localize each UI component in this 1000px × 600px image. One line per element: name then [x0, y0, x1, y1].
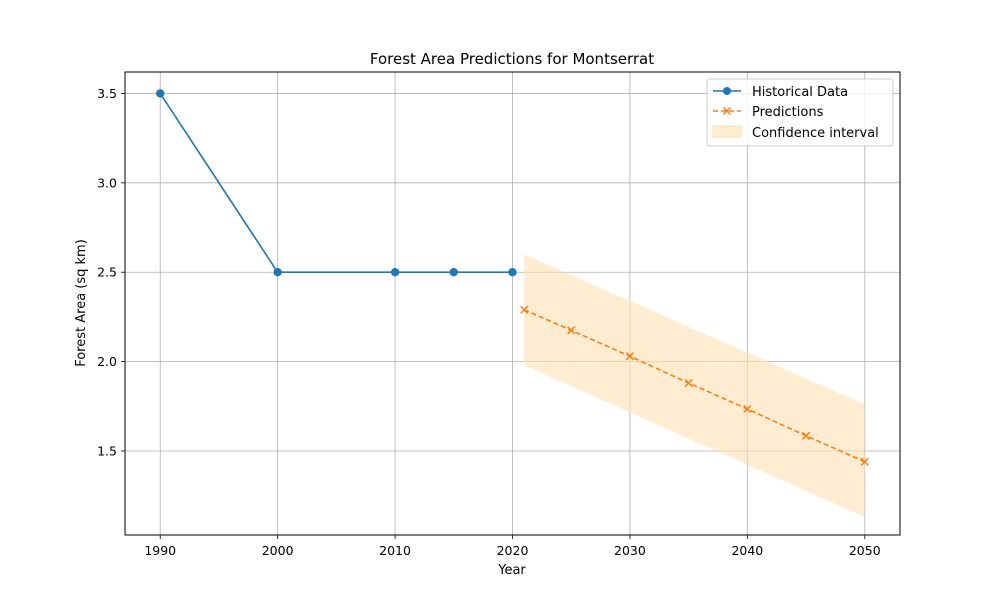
data-point	[156, 89, 165, 98]
y-tick-label: 2.0	[97, 354, 117, 369]
data-point	[801, 431, 811, 440]
y-tick-label: 3.0	[97, 175, 117, 190]
data-point	[860, 457, 869, 466]
data-point	[449, 268, 458, 277]
series-layer	[156, 89, 869, 466]
x-tick-label: 1990	[144, 543, 176, 558]
legend-label-historical: Historical Data	[752, 85, 848, 100]
data-point	[625, 352, 635, 361]
x-tick-label: 2000	[262, 543, 294, 558]
ticks-layer: 1990 2000 2010 2020 2030 2040 2050 1.5 2.0 2.5 3.0…	[97, 86, 881, 558]
data-point	[520, 305, 529, 314]
data-point	[390, 268, 400, 277]
data-point	[684, 378, 693, 388]
data-point	[508, 268, 517, 277]
legend-item-predictions: Predictions	[713, 105, 824, 120]
legend-item-confidence: Confidence interval	[712, 125, 879, 141]
legend-item-historical: Historical Data	[713, 85, 848, 100]
legend-label-predictions: Predictions	[752, 105, 824, 120]
legend-box	[706, 78, 894, 147]
data-point	[567, 326, 576, 335]
legend: Historical Data Predictions Confidence i…	[706, 78, 894, 147]
x-axis-label: Year	[497, 563, 526, 578]
y-tick-label: 2.5	[97, 265, 117, 280]
chart-title: Forest Area Predictions for Montserrat	[370, 50, 654, 68]
x-tick-label: 2050	[849, 543, 881, 558]
y-tick-label: 1.5	[97, 443, 117, 458]
y-tick-label: 3.5	[97, 86, 117, 101]
y-axis-label: Forest Area (sq km)	[74, 239, 89, 367]
legend-label-confidence: Confidence interval	[752, 126, 879, 141]
x-tick-label: 2010	[379, 543, 411, 558]
x-tick-label: 2020	[497, 543, 529, 558]
data-point	[273, 268, 282, 277]
x-tick-label: 2040	[731, 543, 763, 558]
data-point	[743, 404, 752, 414]
x-tick-label: 2030	[614, 543, 646, 558]
